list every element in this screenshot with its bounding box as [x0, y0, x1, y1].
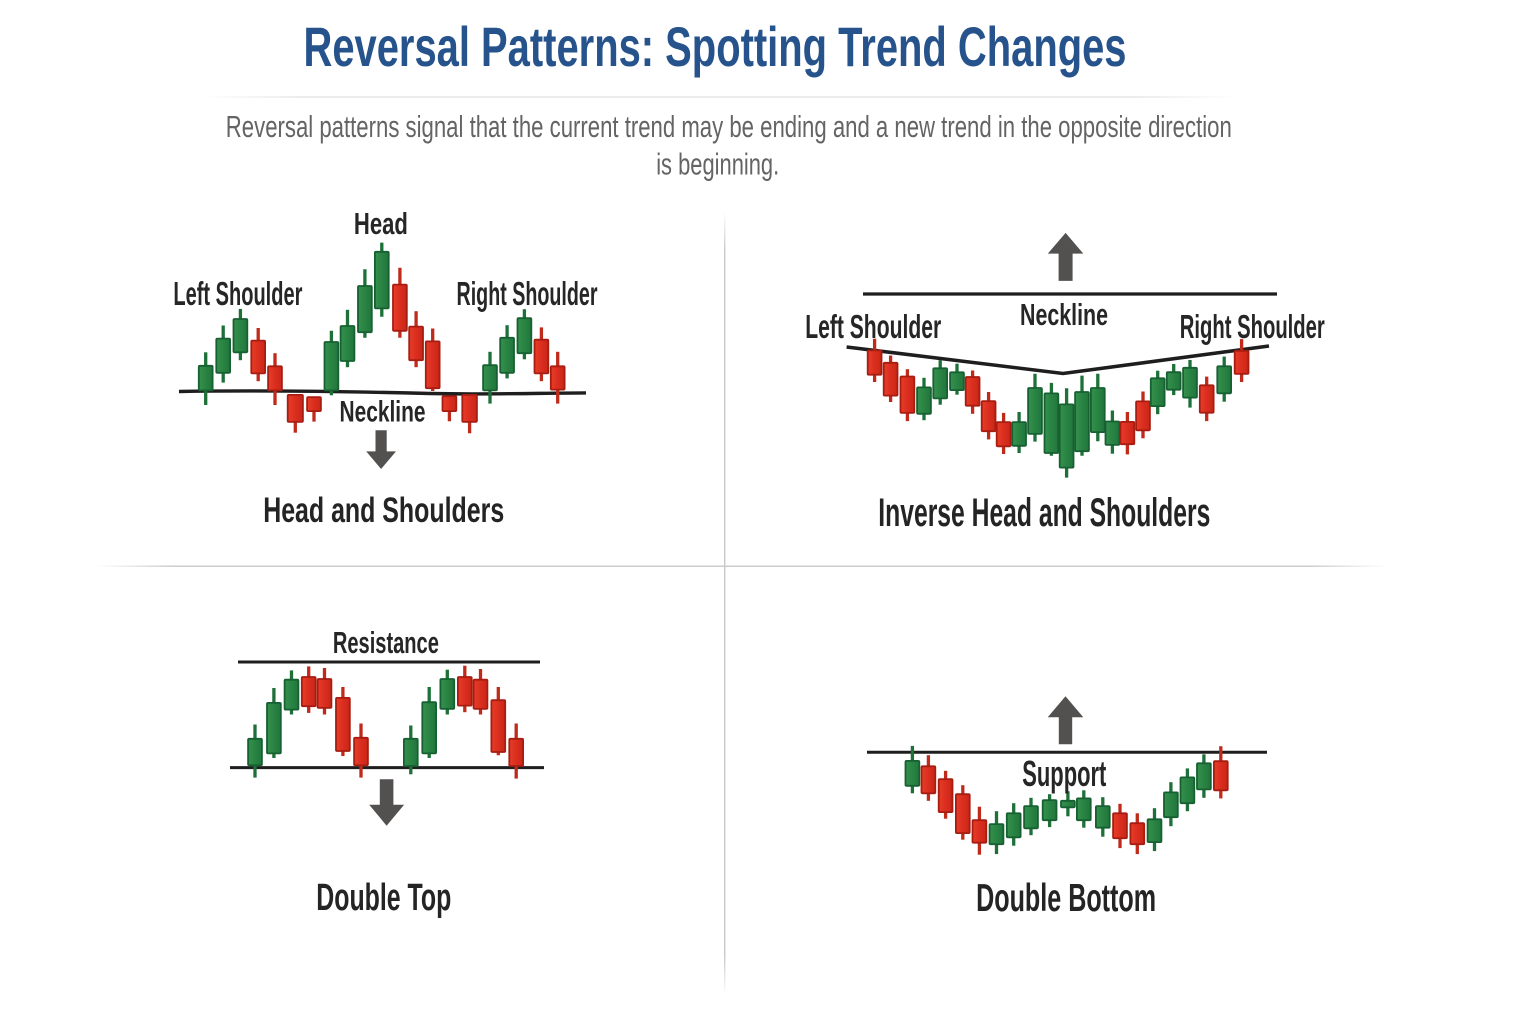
- svg-text:Double Bottom: Double Bottom: [976, 877, 1156, 920]
- svg-text:Left Shoulder: Left Shoulder: [173, 275, 302, 312]
- svg-text:Support: Support: [1022, 753, 1106, 794]
- svg-text:Double Top: Double Top: [316, 877, 451, 919]
- svg-text:is beginning.: is beginning.: [656, 147, 779, 182]
- svg-text:Neckline: Neckline: [340, 395, 426, 428]
- svg-text:Head and Shoulders: Head and Shoulders: [263, 491, 504, 530]
- svg-text:Right Shoulder: Right Shoulder: [1180, 308, 1325, 345]
- svg-text:Right Shoulder: Right Shoulder: [457, 275, 598, 312]
- svg-text:Inverse Head and Shoulders: Inverse Head and Shoulders: [878, 491, 1210, 535]
- svg-text:Neckline: Neckline: [1020, 297, 1108, 332]
- svg-text:Left Shoulder: Left Shoulder: [805, 308, 941, 345]
- svg-text:Reversal patterns signal that: Reversal patterns signal that the curren…: [226, 109, 1232, 144]
- svg-text:Reversal Patterns: Spotting Tr: Reversal Patterns: Spotting Trend Change…: [304, 15, 1127, 78]
- svg-text:Head: Head: [354, 206, 408, 241]
- svg-text:Resistance: Resistance: [333, 625, 439, 660]
